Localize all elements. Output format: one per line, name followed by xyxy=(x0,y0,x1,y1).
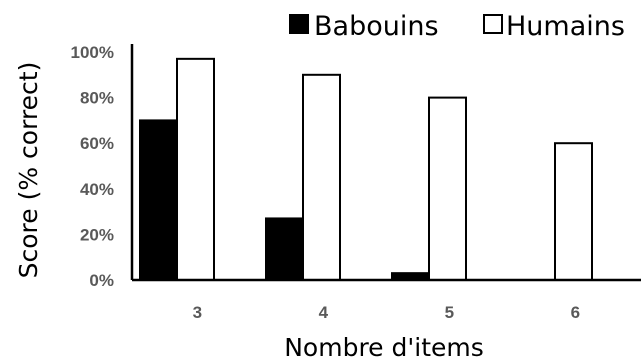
y-tick-label: 80% xyxy=(80,89,114,108)
bar-babouins-3 xyxy=(139,119,178,282)
legend-swatch-babouins xyxy=(289,14,309,34)
legend: Babouins Humains xyxy=(289,11,625,42)
y-tick-label: 100% xyxy=(71,43,114,62)
bar-humains-6 xyxy=(554,142,593,281)
bar-humains-4 xyxy=(302,73,341,281)
y-tick-label: 0% xyxy=(89,271,114,290)
y-axis-ticks: 0% 20% 40% 60% 80% 100% xyxy=(71,43,114,290)
y-tick-label: 40% xyxy=(80,180,114,199)
y-tick-label: 20% xyxy=(80,225,114,244)
x-tick-label: 6 xyxy=(571,303,580,322)
bars xyxy=(139,57,593,282)
x-tick-label: 4 xyxy=(319,303,329,322)
bar-babouins-4 xyxy=(265,217,304,282)
bar-humains-3 xyxy=(176,57,215,282)
x-tick-label: 5 xyxy=(445,303,454,322)
legend-swatch-humains xyxy=(483,14,503,34)
legend-label-babouins: Babouins xyxy=(314,11,439,42)
axes xyxy=(130,44,641,282)
y-axis-title: Score (% correct) xyxy=(14,62,43,279)
x-tick-label: 3 xyxy=(193,303,202,322)
x-axis-ticks: 3 4 5 6 xyxy=(193,303,580,322)
y-tick-label: 60% xyxy=(80,134,114,153)
bar-humains-5 xyxy=(428,96,467,281)
x-axis-title: Nombre d'items xyxy=(284,333,484,362)
legend-label-humains: Humains xyxy=(506,11,625,42)
